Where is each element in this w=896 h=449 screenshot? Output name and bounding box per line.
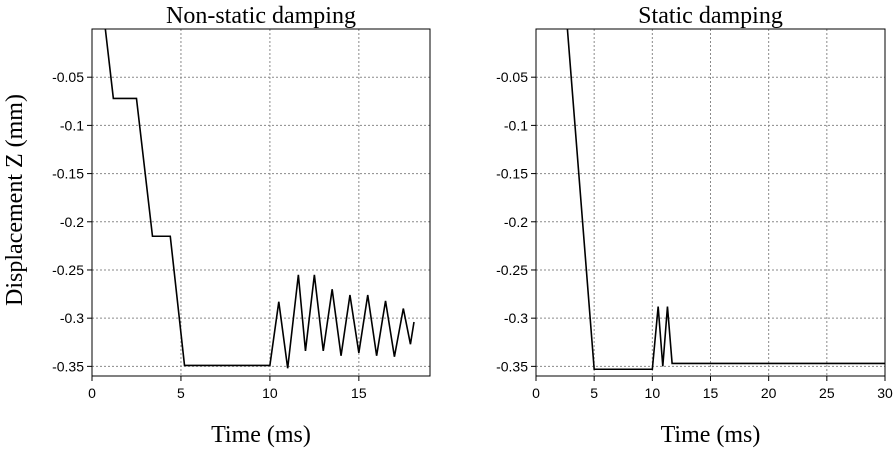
y-tick-label: -0.3 — [60, 310, 84, 326]
y-tick-label: -0.25 — [52, 262, 84, 278]
x-tick-label: 25 — [819, 385, 835, 401]
y-tick-label: -0.35 — [496, 358, 528, 374]
x-tick-label: 5 — [177, 385, 185, 401]
y-axis-label: Displacement Z (mm) — [2, 94, 28, 306]
x-tick-label: 10 — [262, 385, 278, 401]
y-tick-label: -0.1 — [504, 117, 528, 133]
y-tick-label: -0.05 — [496, 69, 528, 85]
x-tick-label: 20 — [761, 385, 777, 401]
x-tick-label: 15 — [351, 385, 367, 401]
chart-panel-non-static-damping: 0 5 10 15 -0.05 -0.1 -0.15 -0.2 -0.25 -0.3 -0.35 No… — [52, 3, 431, 448]
x-tick-label: 10 — [645, 385, 661, 401]
plot-frame — [91, 28, 431, 377]
series-line-displacement — [566, 29, 885, 371]
x-axis-label: Time (ms) — [661, 422, 761, 448]
x-axis-label: Time (ms) — [211, 422, 311, 448]
y-tick-label: -0.3 — [504, 310, 528, 326]
x-tick-label: 5 — [590, 385, 598, 401]
y-tick-label: -0.05 — [52, 69, 84, 85]
y-tick-label: -0.15 — [52, 166, 84, 182]
y-tick-label: -0.15 — [496, 166, 528, 182]
y-tick-label: -0.2 — [60, 214, 84, 230]
y-tick-label: -0.35 — [52, 358, 84, 374]
x-tick-label: 0 — [88, 385, 96, 401]
chart-title: Non-static damping — [166, 3, 356, 29]
x-tick-label: 0 — [532, 385, 540, 401]
y-tick-label: -0.1 — [60, 117, 84, 133]
y-tick-label: -0.2 — [504, 214, 528, 230]
chart-title: Static damping — [638, 3, 783, 29]
chart-panel-static-damping: 0 5 10 15 20 25 30 -0.05 -0.1 -0.15 -0.2 -0.25 -0.3 -… — [496, 3, 893, 448]
x-tick-label: 30 — [877, 385, 893, 401]
y-tick-label: -0.25 — [496, 262, 528, 278]
x-tick-label: 15 — [703, 385, 719, 401]
series-line-displacement — [104, 29, 415, 369]
